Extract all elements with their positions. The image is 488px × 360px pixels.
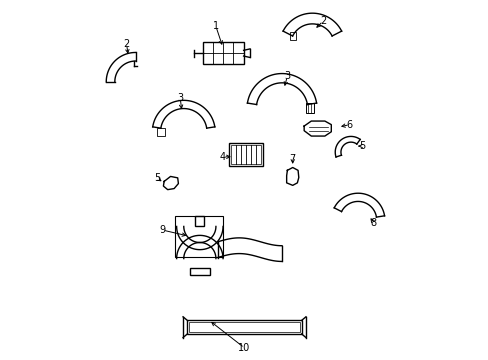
Text: 10: 10 xyxy=(238,343,250,353)
Text: 2: 2 xyxy=(319,16,325,26)
Text: 9: 9 xyxy=(159,225,165,235)
Bar xyxy=(189,268,209,275)
Text: 6: 6 xyxy=(346,120,352,130)
Text: 1: 1 xyxy=(212,21,219,31)
Bar xyxy=(289,32,296,40)
Bar xyxy=(202,42,243,64)
Bar xyxy=(175,216,223,257)
Bar xyxy=(195,216,204,226)
Bar xyxy=(187,320,301,334)
Text: 3: 3 xyxy=(177,93,183,103)
Bar xyxy=(229,143,263,166)
Text: 5: 5 xyxy=(154,173,160,183)
Text: 2: 2 xyxy=(123,39,129,49)
Bar xyxy=(231,145,261,164)
Text: 4: 4 xyxy=(220,152,225,162)
Text: 7: 7 xyxy=(289,154,295,163)
Text: 5: 5 xyxy=(359,141,365,151)
Bar xyxy=(305,103,313,113)
Bar xyxy=(156,128,165,136)
Text: 8: 8 xyxy=(370,218,376,228)
Text: 3: 3 xyxy=(284,71,290,81)
Bar xyxy=(189,322,299,332)
